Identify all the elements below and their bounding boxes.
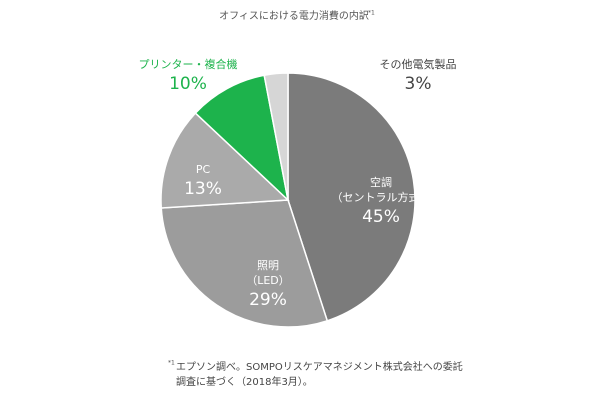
value-label: 45% [362,207,400,227]
footnote: エプソン調べ。SOMPOリスケアマネジメント株式会社への委託 [176,360,463,373]
category-label: PC [196,163,211,176]
value-label: 10% [169,74,207,94]
category-note: （LED） [246,274,290,287]
chart-title: オフィスにおける電力消費の内訳 [219,9,369,22]
category-label: 照明 [257,259,279,272]
footnote: 調査に基づく（2018年3月）。 [176,375,313,388]
category-label: その他電気製品 [380,57,457,71]
category-label: プリンター・複合機 [139,57,238,71]
pie-slice [160,199,329,328]
value-label: 13% [184,179,222,199]
title-note: *1 [368,10,375,17]
pie-slice [287,72,416,322]
pie-slice [263,72,289,201]
pie-slice [160,112,290,209]
pie-slice [194,74,290,203]
category-note: （セントラル方式） [332,190,431,204]
category-label: 空調 [370,175,392,189]
value-label: 29% [249,290,287,310]
footnote-mark: *1 [168,360,175,367]
value-label: 3% [405,74,432,94]
